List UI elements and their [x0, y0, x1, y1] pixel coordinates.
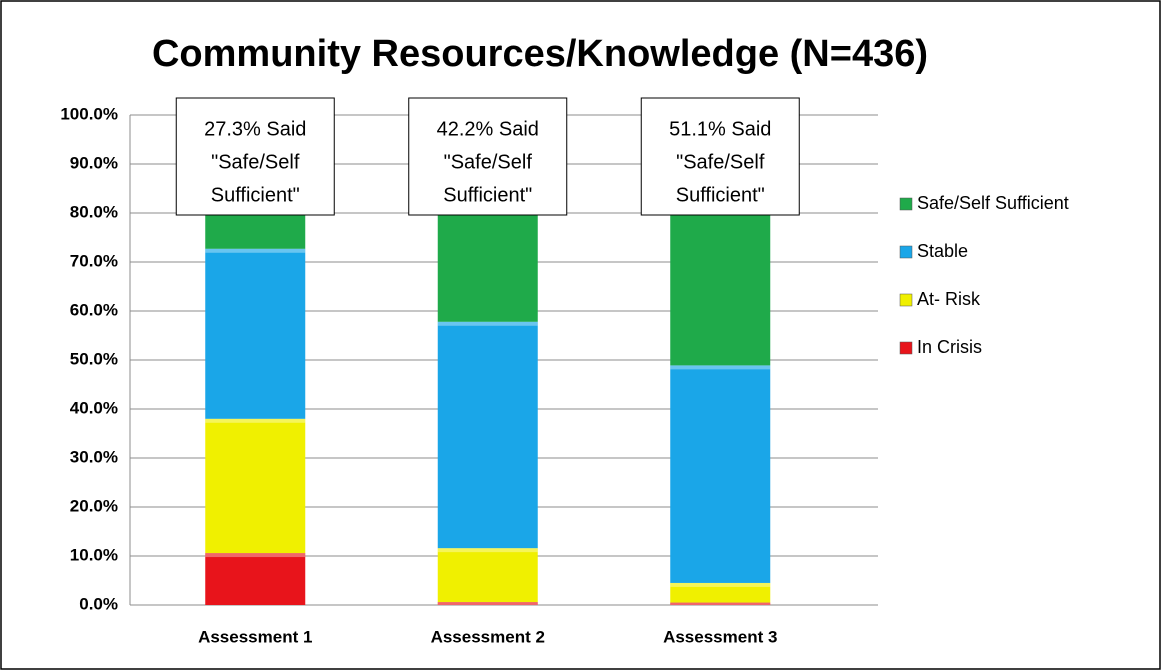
annotation-text: Sufficient"	[676, 184, 765, 206]
annotation-text: "Safe/Self	[211, 151, 300, 173]
y-tick-label: 60.0%	[70, 300, 118, 319]
y-tick-label: 40.0%	[70, 398, 118, 417]
bar-highlight	[437, 602, 538, 605]
x-tick-label: Assessment 3	[663, 627, 777, 646]
y-tick-label: 30.0%	[70, 447, 118, 466]
bar-segment	[205, 553, 306, 605]
legend-label: Stable	[917, 241, 968, 261]
bar-segment	[437, 321, 538, 549]
bar-highlight	[205, 248, 306, 253]
bar-segment	[205, 248, 306, 419]
annotation-box	[408, 97, 568, 216]
legend-swatch	[899, 245, 913, 259]
annotation-text: 51.1% Said	[669, 118, 771, 140]
annotation-box	[175, 97, 335, 216]
annotation-text: 42.2% Said	[437, 118, 539, 140]
y-tick-label: 90.0%	[70, 153, 118, 172]
y-tick-label: 100.0%	[60, 104, 118, 123]
x-tick-label: Assessment 1	[198, 627, 312, 646]
legend-label: At- Risk	[917, 289, 981, 309]
y-tick-label: 10.0%	[70, 545, 118, 564]
chart-title: Community Resources/Knowledge (N=436)	[152, 33, 928, 75]
legend-label: Safe/Self Sufficient	[917, 193, 1069, 213]
bar-highlight	[670, 582, 771, 587]
bar-highlight	[437, 321, 538, 326]
annotation-text: Sufficient"	[443, 184, 532, 206]
bar-highlight	[205, 553, 306, 558]
annotation-box	[640, 97, 800, 216]
x-tick-label: Assessment 2	[431, 627, 545, 646]
bar-highlight	[670, 602, 771, 605]
legend-swatch	[899, 341, 913, 355]
annotation-text: "Safe/Self	[444, 151, 533, 173]
bar-segment	[670, 365, 771, 583]
annotation-text: Sufficient"	[211, 184, 300, 206]
annotation-text: 27.3% Said	[204, 118, 306, 140]
bar-highlight	[205, 418, 306, 423]
y-tick-label: 20.0%	[70, 496, 118, 515]
y-tick-label: 70.0%	[70, 251, 118, 270]
bar-segment	[437, 602, 538, 605]
y-tick-label: 0.0%	[79, 594, 118, 613]
legend-swatch	[899, 293, 913, 307]
y-tick-label: 80.0%	[70, 202, 118, 221]
bar-segment	[437, 548, 538, 603]
bar-highlight	[437, 548, 538, 553]
legend-label: In Crisis	[917, 337, 982, 357]
bar-segment	[670, 582, 771, 603]
annotation-text: "Safe/Self	[676, 151, 765, 173]
y-tick-label: 50.0%	[70, 349, 118, 368]
bar-segment	[205, 418, 306, 554]
bar-segment	[670, 602, 771, 605]
legend-swatch	[899, 197, 913, 211]
bar-highlight	[670, 365, 771, 370]
